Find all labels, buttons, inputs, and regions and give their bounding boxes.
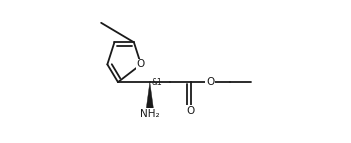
Text: O: O bbox=[206, 77, 214, 87]
Text: &1: &1 bbox=[151, 78, 162, 87]
Polygon shape bbox=[146, 82, 153, 108]
Text: O: O bbox=[186, 106, 195, 116]
Text: NH₂: NH₂ bbox=[140, 109, 160, 119]
Text: O: O bbox=[137, 59, 145, 69]
